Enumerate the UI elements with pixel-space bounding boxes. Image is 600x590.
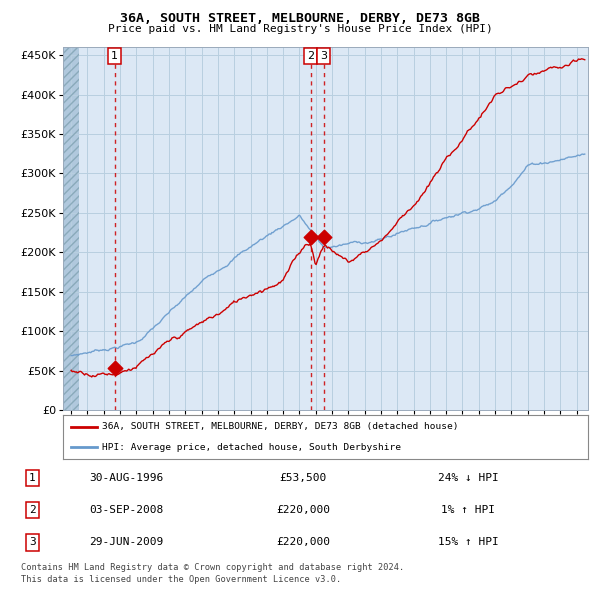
Point xyxy=(319,232,329,241)
Text: 30-AUG-1996: 30-AUG-1996 xyxy=(89,473,163,483)
Text: 3: 3 xyxy=(320,51,327,61)
Text: 3: 3 xyxy=(29,537,35,548)
Text: 2: 2 xyxy=(307,51,314,61)
Text: 15% ↑ HPI: 15% ↑ HPI xyxy=(438,537,499,548)
Bar xyxy=(63,47,79,410)
Text: 2: 2 xyxy=(29,506,35,515)
Bar xyxy=(63,47,79,410)
Text: 36A, SOUTH STREET, MELBOURNE, DERBY, DE73 8GB (detached house): 36A, SOUTH STREET, MELBOURNE, DERBY, DE7… xyxy=(103,422,459,431)
Text: 1: 1 xyxy=(111,51,118,61)
Text: HPI: Average price, detached house, South Derbyshire: HPI: Average price, detached house, Sout… xyxy=(103,442,401,451)
Text: £53,500: £53,500 xyxy=(280,473,326,483)
Text: 1: 1 xyxy=(29,473,35,483)
Text: 36A, SOUTH STREET, MELBOURNE, DERBY, DE73 8GB: 36A, SOUTH STREET, MELBOURNE, DERBY, DE7… xyxy=(120,12,480,25)
Text: 29-JUN-2009: 29-JUN-2009 xyxy=(89,537,163,548)
Text: 24% ↓ HPI: 24% ↓ HPI xyxy=(438,473,499,483)
Point xyxy=(110,363,119,372)
Text: This data is licensed under the Open Government Licence v3.0.: This data is licensed under the Open Gov… xyxy=(21,575,341,584)
Text: Contains HM Land Registry data © Crown copyright and database right 2024.: Contains HM Land Registry data © Crown c… xyxy=(21,563,404,572)
Text: £220,000: £220,000 xyxy=(276,537,330,548)
Text: 1% ↑ HPI: 1% ↑ HPI xyxy=(442,506,496,515)
Text: 03-SEP-2008: 03-SEP-2008 xyxy=(89,506,163,515)
Text: £220,000: £220,000 xyxy=(276,506,330,515)
Text: Price paid vs. HM Land Registry's House Price Index (HPI): Price paid vs. HM Land Registry's House … xyxy=(107,24,493,34)
Point xyxy=(306,232,316,241)
